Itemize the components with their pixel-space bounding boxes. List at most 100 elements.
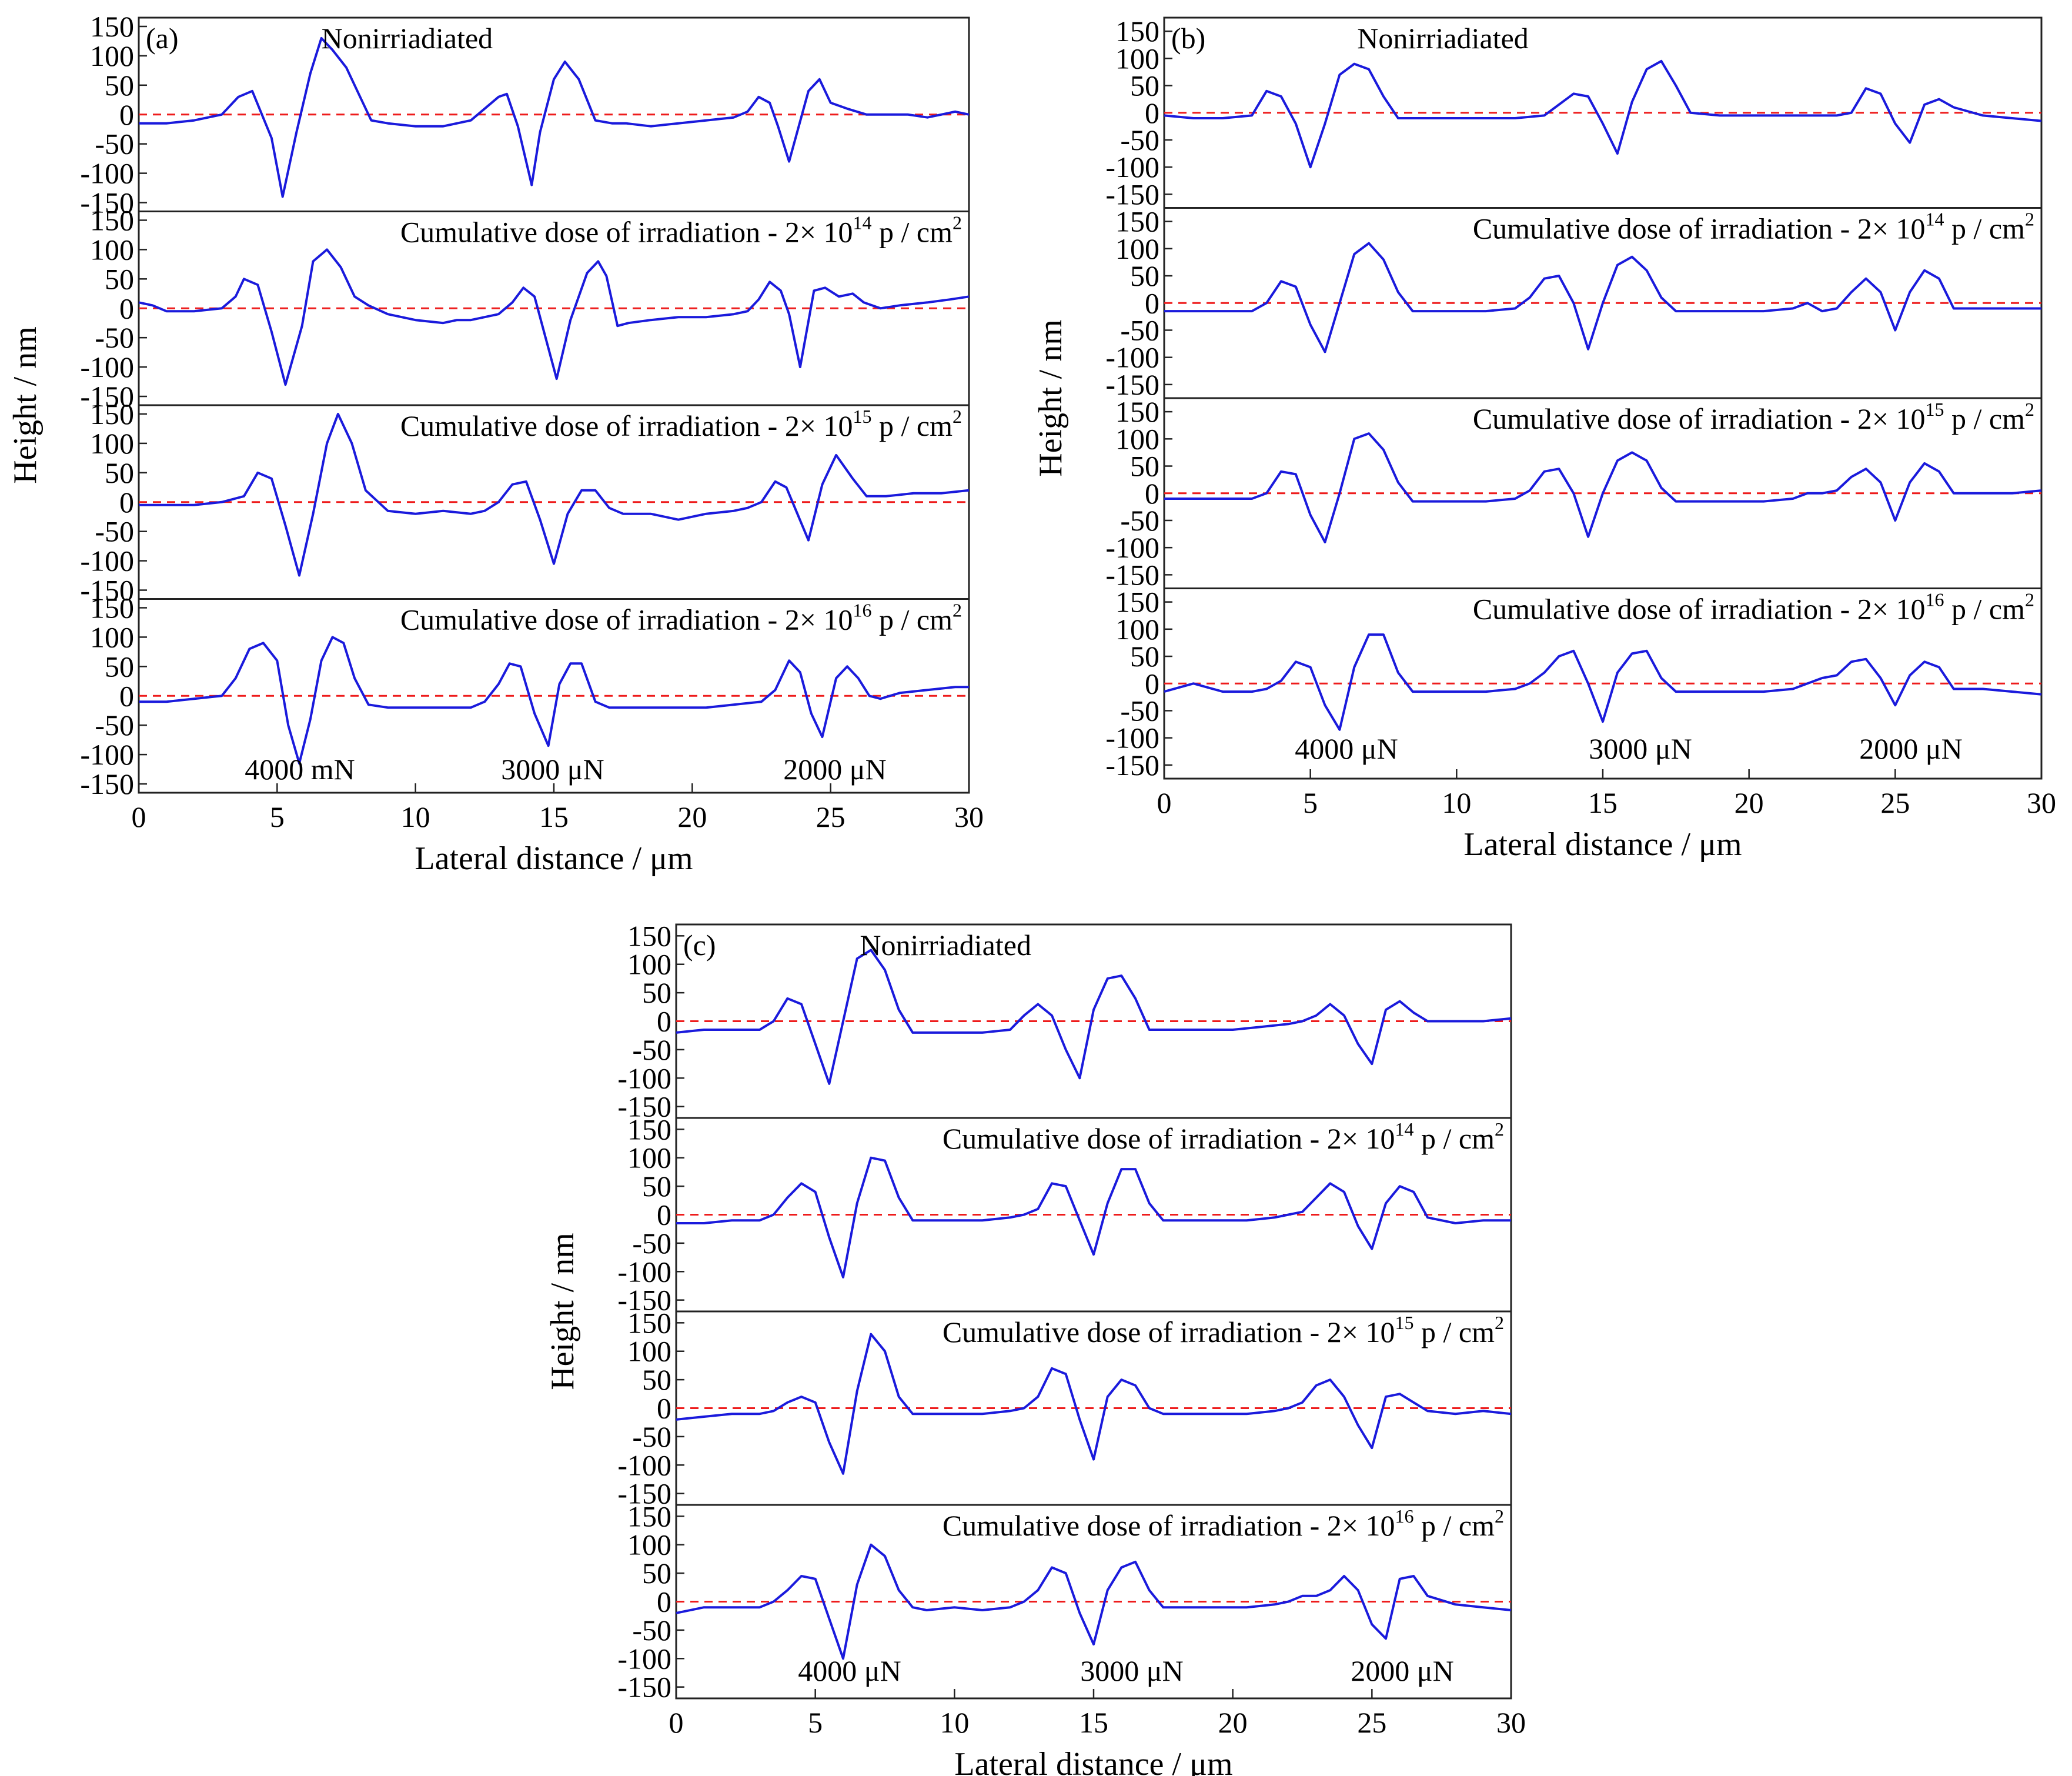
height-profile-line: [676, 1156, 1511, 1278]
y-tick-label: 150: [1115, 15, 1159, 48]
subplot-title: Cumulative dose of irradiation - 2× 1016…: [943, 1505, 1504, 1542]
load-label: 4000 μN: [1295, 732, 1398, 765]
y-tick-label: 0: [657, 1005, 671, 1038]
y-tick-label: 100: [90, 427, 134, 460]
y-tick-label: -50: [632, 1420, 671, 1453]
x-tick-label: 10: [401, 800, 430, 833]
x-tick-label: 15: [1588, 786, 1618, 819]
y-tick-label: 150: [90, 203, 134, 236]
x-tick-label: 30: [954, 800, 984, 833]
y-tick-label: -50: [95, 709, 134, 742]
y-tick-label: -100: [1105, 531, 1159, 564]
subplot-title: Nonirriadiated: [1357, 22, 1529, 55]
x-tick-label: 30: [1496, 1706, 1526, 1739]
x-tick-label: 25: [816, 800, 845, 833]
x-axis-title: Lateral distance / μm: [1463, 826, 1742, 863]
y-tick-label: -100: [617, 1255, 671, 1288]
y-tick-label: 100: [1115, 422, 1159, 455]
subplot-title: Cumulative dose of irradiation - 2× 1014…: [943, 1119, 1504, 1155]
y-tick-label: 100: [627, 1335, 671, 1368]
y-tick-label: 0: [119, 98, 134, 131]
y-tick-label: -100: [1105, 151, 1159, 183]
y-axis-title: Height / nm: [544, 1233, 581, 1390]
height-profile-line: [1164, 432, 2042, 543]
subplot-title: Cumulative dose of irradiation - 2× 1014…: [400, 212, 962, 249]
y-tick-label: -150: [1105, 558, 1159, 591]
height-profile-line: [139, 413, 970, 577]
y-tick-label: 100: [627, 1141, 671, 1174]
panel-a: 150100500-50-100-150Nonirriadiated150100…: [7, 10, 984, 877]
y-tick-label: -150: [80, 767, 134, 800]
y-tick-label: -150: [617, 1671, 671, 1704]
y-tick-label: -100: [617, 1448, 671, 1481]
y-tick-label: -50: [1120, 504, 1159, 537]
x-tick-label: 5: [808, 1706, 823, 1739]
panel-label: (a): [146, 22, 179, 55]
y-tick-label: -100: [617, 1061, 671, 1094]
x-tick-label: 15: [539, 800, 569, 833]
y-tick-label: 0: [119, 486, 134, 519]
y-tick-label: 150: [1115, 586, 1159, 619]
x-axis-title: Lateral distance / μm: [415, 840, 693, 877]
height-profile-line: [676, 949, 1512, 1085]
x-tick-label: 20: [1218, 1706, 1248, 1739]
y-tick-label: 100: [1115, 42, 1159, 75]
load-label: 3000 μN: [501, 753, 604, 786]
panel-label: (c): [683, 929, 716, 962]
y-tick-label: -150: [80, 574, 134, 607]
y-tick-label: -150: [80, 186, 134, 219]
y-axis-title: Height / nm: [1032, 319, 1069, 477]
x-tick-label: 15: [1079, 1706, 1108, 1739]
y-tick-label: 150: [1115, 395, 1159, 428]
y-tick-label: 0: [1145, 667, 1159, 700]
y-tick-label: 150: [90, 10, 134, 43]
load-label: 3000 μN: [1589, 732, 1692, 765]
y-tick-label: 50: [642, 1557, 671, 1590]
y-tick-label: -150: [1105, 749, 1159, 782]
y-tick-label: 150: [627, 919, 671, 952]
panel-b: 150100500-50-100-150Nonirriadiated150100…: [1032, 15, 2056, 863]
y-tick-label: 50: [105, 262, 134, 295]
y-tick-label: 0: [1145, 477, 1159, 510]
height-profile-line: [139, 636, 969, 765]
subplot-title: Cumulative dose of irradiation - 2× 1014…: [1473, 209, 2034, 245]
y-tick-label: -150: [617, 1090, 671, 1123]
y-tick-label: 0: [657, 1392, 671, 1425]
y-tick-label: -100: [617, 1642, 671, 1675]
y-tick-label: 100: [90, 39, 134, 72]
subplot-title: Nonirriadiated: [860, 929, 1031, 962]
subplot-title: Cumulative dose of irradiation - 2× 1015…: [1473, 399, 2034, 435]
y-tick-label: -50: [95, 321, 134, 354]
load-label: 2000 μN: [1351, 1654, 1453, 1687]
y-tick-label: -100: [80, 157, 134, 190]
load-label: 4000 μN: [798, 1654, 901, 1687]
y-tick-label: 50: [105, 650, 134, 683]
y-tick-label: 100: [1115, 232, 1159, 265]
x-tick-label: 5: [1303, 786, 1318, 819]
y-tick-label: 100: [1115, 613, 1159, 646]
x-tick-label: 25: [1357, 1706, 1386, 1739]
height-profile-line: [139, 36, 970, 198]
x-axis-title: Lateral distance / μm: [954, 1746, 1232, 1776]
y-tick-label: -50: [632, 1033, 671, 1066]
height-profile-line: [1164, 59, 2042, 169]
panel-label: (b): [1171, 22, 1205, 55]
y-tick-label: -50: [1120, 313, 1159, 346]
y-tick-label: 50: [105, 456, 134, 489]
y-tick-label: 150: [90, 591, 134, 624]
y-tick-label: 100: [90, 620, 134, 653]
height-profile-line: [1164, 633, 2042, 731]
y-tick-label: 50: [642, 1170, 671, 1203]
load-label: 2000 μN: [783, 753, 886, 786]
x-tick-label: 10: [940, 1706, 969, 1739]
y-tick-label: -50: [1120, 123, 1159, 156]
y-tick-label: 0: [1145, 96, 1159, 129]
x-tick-label: 20: [1735, 786, 1764, 819]
